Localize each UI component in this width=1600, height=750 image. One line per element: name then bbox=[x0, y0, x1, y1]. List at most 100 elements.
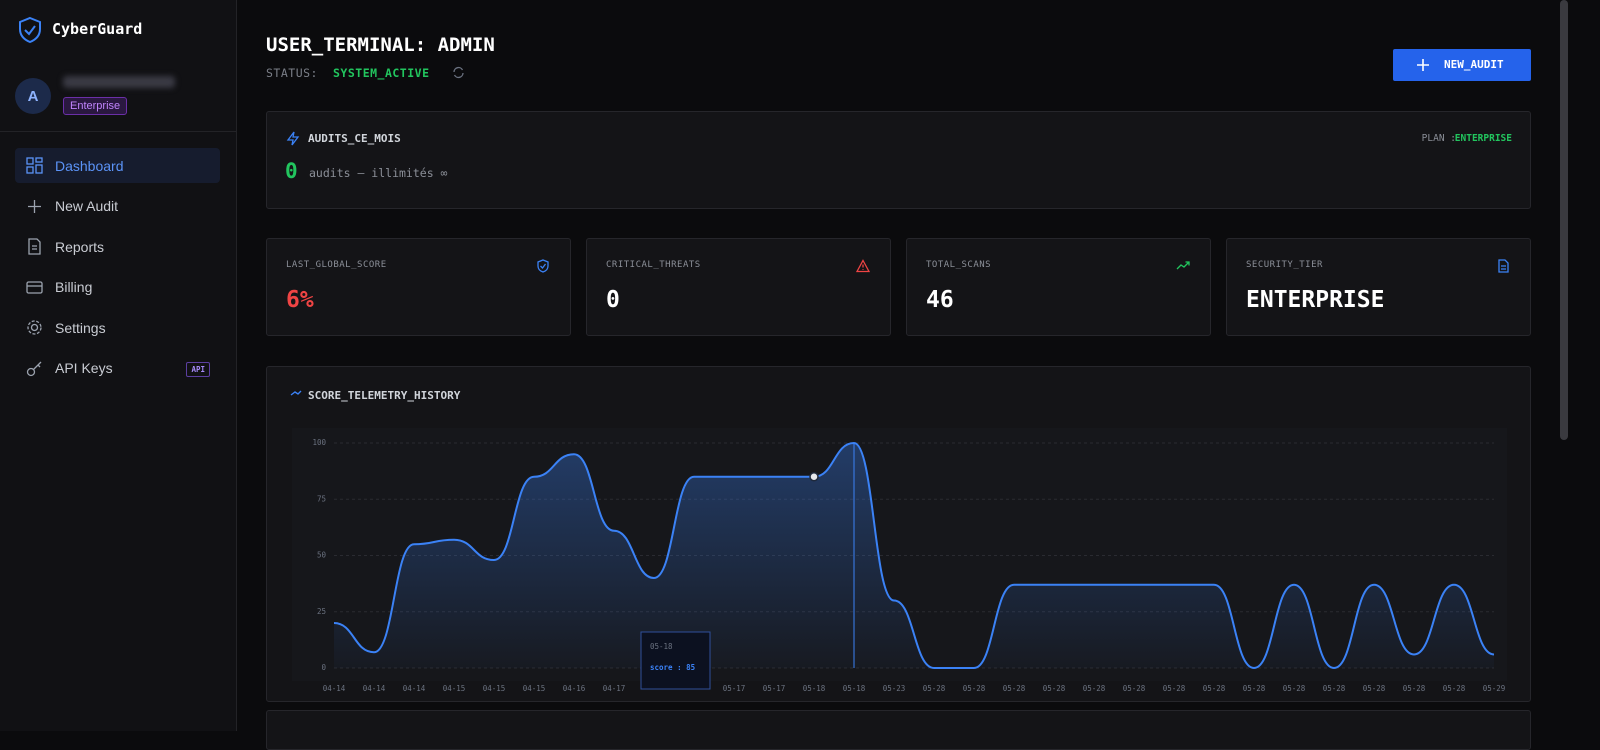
stat-card: CRITICAL_THREATS 0 bbox=[586, 238, 891, 336]
x-tick-label: 04-14 bbox=[323, 684, 346, 693]
stat-icon-svg bbox=[1176, 261, 1190, 270]
scrollbar bbox=[1560, 0, 1568, 440]
chart-card: SCORE_TELEMETRY_HISTORY 0 25 50 75 100 04-14 0… bbox=[266, 366, 1531, 702]
stat-value: 46 bbox=[926, 287, 954, 313]
nav-icon bbox=[26, 280, 43, 294]
bolt-icon bbox=[286, 131, 300, 146]
x-tick-label: 05-28 bbox=[1323, 684, 1346, 693]
nav-item[interactable]: Settings bbox=[15, 310, 220, 345]
x-tick-label: 04-16 bbox=[563, 684, 586, 693]
stat-value: 6% bbox=[286, 287, 314, 313]
refresh-icon[interactable] bbox=[452, 66, 465, 79]
stat-icon-svg bbox=[855, 259, 871, 273]
x-tick-label: 05-28 bbox=[1203, 684, 1226, 693]
area bbox=[334, 443, 1494, 668]
stat-icon bbox=[536, 259, 550, 278]
nav-icon bbox=[27, 320, 42, 335]
status-value: SYSTEM_ACTIVE bbox=[333, 66, 430, 80]
x-tick-label: 05-28 bbox=[923, 684, 946, 693]
x-tick-label: 05-28 bbox=[963, 684, 986, 693]
stat-icon bbox=[855, 259, 871, 278]
stat-label: SECURITY_TIER bbox=[1246, 260, 1323, 270]
hover-point bbox=[809, 472, 819, 482]
y-tick-label: 0 bbox=[321, 663, 326, 672]
stat-icon-svg bbox=[1498, 259, 1509, 273]
line bbox=[333, 441, 1495, 670]
x-tick-label: 05-28 bbox=[1443, 684, 1466, 693]
stat-icon-svg bbox=[537, 259, 549, 273]
audit-count: 0 bbox=[285, 159, 298, 183]
stat-icon bbox=[1496, 259, 1510, 278]
nav-icon bbox=[26, 361, 42, 376]
plan-card-title: AUDITS_CE_MOIS bbox=[308, 132, 401, 145]
y-tick-label: 25 bbox=[317, 607, 326, 616]
stat-value: ENTERPRISE bbox=[1246, 287, 1385, 313]
new-audit-button[interactable]: NEW_AUDIT bbox=[1393, 49, 1531, 81]
y-tick-label: 100 bbox=[312, 438, 326, 447]
stat-card: TOTAL_SCANS 46 bbox=[906, 238, 1211, 336]
plan-label: PLAN : bbox=[1421, 133, 1456, 144]
trend-icon bbox=[290, 390, 302, 396]
x-tick-label: 05-28 bbox=[1363, 684, 1386, 693]
x-tick-label: 05-28 bbox=[1403, 684, 1426, 693]
x-tick-label: 05-18 bbox=[843, 684, 866, 693]
nav-icon bbox=[26, 157, 43, 174]
x-tick-label: 04-15 bbox=[523, 684, 546, 693]
plus-icon bbox=[1417, 59, 1429, 71]
x-tick-label: 05-29 bbox=[1483, 684, 1506, 693]
stat-value: 0 bbox=[606, 287, 620, 313]
x-tick-label: 04-15 bbox=[443, 684, 466, 693]
x-tick-label: 05-28 bbox=[1163, 684, 1186, 693]
nav-label: Dashboard bbox=[55, 157, 124, 174]
nav-icon bbox=[28, 199, 41, 213]
x-tick-label: 05-18 bbox=[803, 684, 826, 693]
nav-label: Reports bbox=[55, 238, 105, 255]
x-tick-label: 05-17 bbox=[763, 684, 786, 693]
y-tick-label: 75 bbox=[317, 494, 326, 503]
nav-item[interactable]: API Keys API bbox=[15, 351, 220, 386]
x-tick-label: 05-28 bbox=[1283, 684, 1306, 693]
stat-icon bbox=[1176, 259, 1190, 278]
brand-name: CyberGuard bbox=[52, 20, 143, 38]
nav-item[interactable]: Dashboard bbox=[15, 148, 220, 183]
x-tick-label: 05-28 bbox=[1043, 684, 1066, 693]
button-label: NEW_AUDIT bbox=[1444, 58, 1504, 71]
nav-item[interactable]: New Audit bbox=[15, 189, 220, 224]
stat-label: TOTAL_SCANS bbox=[926, 260, 992, 270]
divider bbox=[0, 131, 236, 132]
x-tick-label: 05-28 bbox=[1083, 684, 1106, 693]
tooltip-title: 05-18 bbox=[650, 642, 673, 651]
tooltip-value: score : 85 bbox=[650, 663, 695, 672]
audit-count-text: audits — illimités ∞ bbox=[309, 166, 448, 180]
chart-title: SCORE_TELEMETRY_HISTORY bbox=[308, 389, 461, 402]
blurred-username bbox=[63, 76, 175, 88]
plan-badge: Enterprise bbox=[63, 97, 128, 115]
nav-item[interactable]: Reports bbox=[15, 229, 220, 264]
x-tick-label: 04-14 bbox=[403, 684, 426, 693]
nav-label: Settings bbox=[55, 319, 106, 336]
stat-card: LAST_GLOBAL_SCORE 6% bbox=[266, 238, 571, 336]
x-tick-label: 05-23 bbox=[883, 684, 906, 693]
nav-label: Billing bbox=[55, 279, 93, 295]
x-tick-label: 05-17 bbox=[723, 684, 746, 693]
api-badge: API bbox=[186, 361, 210, 377]
chart: SCORE_TELEMETRY_HISTORY 0 25 50 75 100 04-14 0… bbox=[290, 389, 1507, 693]
nav-item[interactable]: Billing bbox=[15, 270, 220, 305]
nav-icon bbox=[28, 238, 41, 255]
page-title: USER_TERMINAL: ADMIN bbox=[266, 34, 495, 56]
x-tick-label: 04-14 bbox=[363, 684, 386, 693]
sidebar: CyberGuard A Enterprise Dashboard New Aud… bbox=[0, 0, 237, 731]
x-tick-label: 05-28 bbox=[1123, 684, 1146, 693]
next-card bbox=[266, 710, 1531, 750]
stat-label: LAST_GLOBAL_SCORE bbox=[286, 260, 387, 270]
brand-logo bbox=[19, 16, 41, 44]
tooltip bbox=[640, 631, 711, 690]
x-tick-label: 04-15 bbox=[483, 684, 506, 693]
status-label: STATUS: bbox=[266, 66, 318, 80]
plan-value: ENTERPRISE bbox=[1454, 133, 1512, 144]
x-tick-label: 05-28 bbox=[1243, 684, 1266, 693]
stat-card: SECURITY_TIER ENTERPRISE bbox=[1226, 238, 1531, 336]
x-tick-label: 04-17 bbox=[603, 684, 626, 693]
plan-card: AUDITS_CE_MOIS PLAN : ENTERPRISE 0 audit… bbox=[266, 111, 1531, 209]
